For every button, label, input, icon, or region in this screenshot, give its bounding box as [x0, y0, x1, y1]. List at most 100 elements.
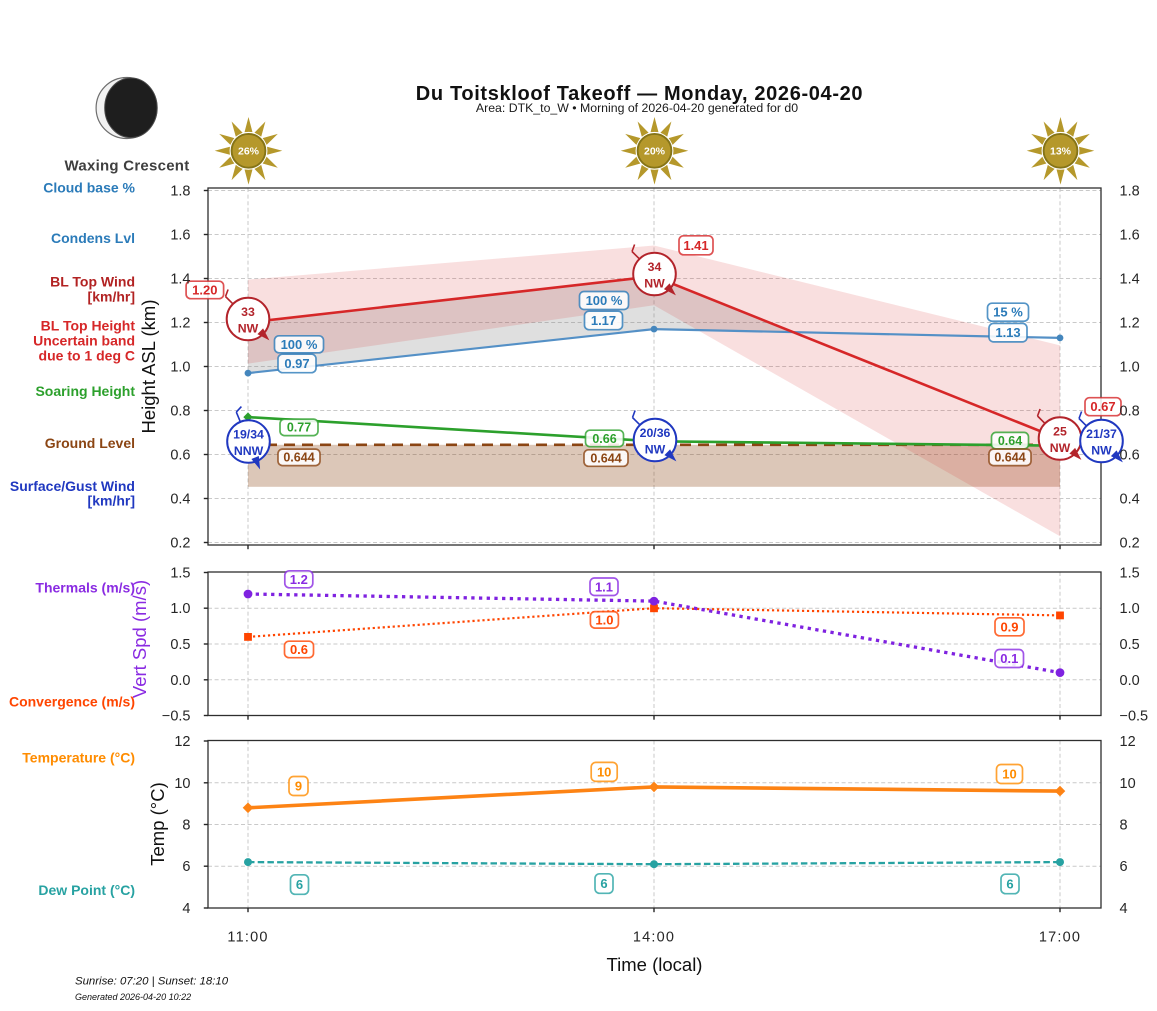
svg-text:Temp (°C): Temp (°C) [147, 782, 168, 865]
svg-text:0.9: 0.9 [1000, 619, 1018, 634]
svg-text:1.6: 1.6 [170, 228, 190, 244]
svg-text:1.4: 1.4 [170, 272, 190, 288]
svg-text:26%: 26% [238, 146, 260, 158]
svg-text:0.5: 0.5 [170, 637, 190, 653]
svg-text:1.5: 1.5 [170, 566, 190, 582]
svg-text:−0.5: −0.5 [162, 709, 191, 725]
svg-text:0.6: 0.6 [170, 448, 190, 464]
svg-text:4: 4 [182, 901, 190, 917]
svg-text:0.4: 0.4 [170, 492, 190, 508]
svg-text:NW: NW [644, 276, 665, 290]
svg-text:1.13: 1.13 [995, 325, 1020, 340]
svg-text:Generated 2026-04-20 10:22: Generated 2026-04-20 10:22 [75, 992, 191, 1002]
svg-text:33: 33 [241, 305, 255, 319]
svg-text:1.0: 1.0 [170, 360, 190, 376]
svg-text:11:00: 11:00 [227, 930, 268, 946]
svg-text:1.0: 1.0 [1120, 601, 1140, 617]
svg-text:8: 8 [182, 818, 190, 834]
svg-text:Cloud base %: Cloud base % [43, 180, 135, 196]
svg-text:0.4: 0.4 [1120, 492, 1140, 508]
svg-text:[km/hr]: [km/hr] [88, 289, 135, 305]
svg-text:Ground Level: Ground Level [45, 435, 135, 451]
svg-text:0.6: 0.6 [1120, 448, 1140, 464]
svg-text:17:00: 17:00 [1039, 930, 1081, 946]
svg-text:25: 25 [1053, 424, 1067, 438]
svg-text:1.17: 1.17 [591, 313, 616, 328]
svg-text:1.2: 1.2 [1120, 316, 1140, 332]
svg-text:0.644: 0.644 [283, 451, 314, 465]
svg-text:1.0: 1.0 [1120, 360, 1140, 376]
svg-text:1.0: 1.0 [595, 612, 613, 627]
svg-text:[km/hr]: [km/hr] [88, 493, 135, 509]
svg-text:20/36: 20/36 [640, 426, 671, 440]
svg-text:due to 1 deg C: due to 1 deg C [39, 348, 135, 364]
svg-text:14:00: 14:00 [633, 930, 675, 946]
svg-text:0.644: 0.644 [994, 451, 1025, 465]
svg-text:0.5: 0.5 [1120, 637, 1140, 653]
svg-text:0.64: 0.64 [998, 434, 1022, 448]
svg-text:6: 6 [600, 876, 607, 891]
svg-text:−0.5: −0.5 [1120, 709, 1149, 725]
svg-text:Soaring Height: Soaring Height [35, 383, 135, 399]
svg-text:Waxing Crescent: Waxing Crescent [65, 158, 190, 175]
svg-text:19/34: 19/34 [233, 427, 264, 441]
svg-text:1.8: 1.8 [170, 184, 190, 200]
svg-text:6: 6 [296, 877, 303, 892]
svg-text:1.1: 1.1 [595, 579, 613, 594]
svg-text:0.67: 0.67 [1090, 399, 1115, 414]
svg-text:Vert Spd (m/s): Vert Spd (m/s) [129, 580, 150, 698]
svg-text:Convergence (m/s): Convergence (m/s) [9, 694, 135, 710]
svg-text:Height ASL (km): Height ASL (km) [138, 300, 159, 434]
svg-text:10: 10 [174, 776, 190, 792]
svg-text:Uncertain band: Uncertain band [33, 333, 135, 349]
svg-text:4: 4 [1120, 901, 1128, 917]
svg-text:0.0: 0.0 [170, 673, 190, 689]
svg-text:0.8: 0.8 [1120, 404, 1140, 420]
svg-text:BL Top Height: BL Top Height [41, 318, 136, 334]
svg-text:1.0: 1.0 [170, 601, 190, 617]
svg-text:9: 9 [295, 779, 302, 794]
svg-text:1.2: 1.2 [290, 572, 308, 587]
svg-text:NW: NW [1050, 441, 1071, 455]
svg-text:8: 8 [1120, 818, 1128, 834]
svg-text:21/37: 21/37 [1086, 427, 1117, 441]
svg-text:Du Toitskloof Takeoff — Monday: Du Toitskloof Takeoff — Monday, 2026-04-… [416, 83, 863, 105]
svg-text:0.66: 0.66 [592, 432, 616, 446]
svg-text:12: 12 [174, 734, 190, 750]
svg-text:1.41: 1.41 [683, 238, 708, 253]
svg-text:12: 12 [1120, 734, 1136, 750]
svg-text:BL Top Wind: BL Top Wind [50, 274, 135, 290]
svg-text:0.77: 0.77 [287, 421, 311, 435]
svg-text:0.6: 0.6 [290, 642, 308, 657]
svg-text:10: 10 [1120, 776, 1136, 792]
svg-text:20%: 20% [644, 146, 666, 158]
svg-text:1.8: 1.8 [1120, 184, 1140, 200]
svg-text:10: 10 [1002, 767, 1016, 782]
svg-text:1.2: 1.2 [170, 316, 190, 332]
svg-text:0.0: 0.0 [1120, 673, 1140, 689]
svg-text:Sunrise: 07:20 | Sunset: 18:10: Sunrise: 07:20 | Sunset: 18:10 [75, 976, 229, 988]
svg-text:0.8: 0.8 [170, 404, 190, 420]
svg-text:Temperature (°C): Temperature (°C) [22, 750, 135, 766]
svg-text:Condens Lvl: Condens Lvl [51, 230, 135, 246]
svg-text:Surface/Gust Wind: Surface/Gust Wind [10, 478, 135, 494]
svg-text:15 %: 15 % [993, 305, 1023, 320]
svg-text:10: 10 [597, 764, 611, 779]
svg-text:NW: NW [645, 442, 666, 456]
svg-text:6: 6 [182, 859, 190, 875]
svg-text:NW: NW [1091, 443, 1112, 457]
svg-text:0.1: 0.1 [1000, 651, 1018, 666]
svg-text:0.2: 0.2 [1120, 536, 1140, 552]
svg-text:1.6: 1.6 [1120, 228, 1140, 244]
svg-text:1.4: 1.4 [1120, 272, 1140, 288]
svg-text:0.97: 0.97 [284, 356, 309, 371]
svg-text:NW: NW [238, 321, 259, 335]
svg-text:1.5: 1.5 [1120, 566, 1140, 582]
svg-text:0.644: 0.644 [590, 451, 621, 465]
svg-text:6: 6 [1120, 859, 1128, 875]
svg-text:Area: DTK_to_W • Morning of 20: Area: DTK_to_W • Morning of 2026-04-20 g… [476, 101, 798, 115]
svg-text:Time (local): Time (local) [607, 954, 703, 975]
svg-text:Dew Point (°C): Dew Point (°C) [38, 882, 135, 898]
svg-text:NNW: NNW [234, 444, 264, 458]
svg-text:6: 6 [1006, 877, 1013, 892]
